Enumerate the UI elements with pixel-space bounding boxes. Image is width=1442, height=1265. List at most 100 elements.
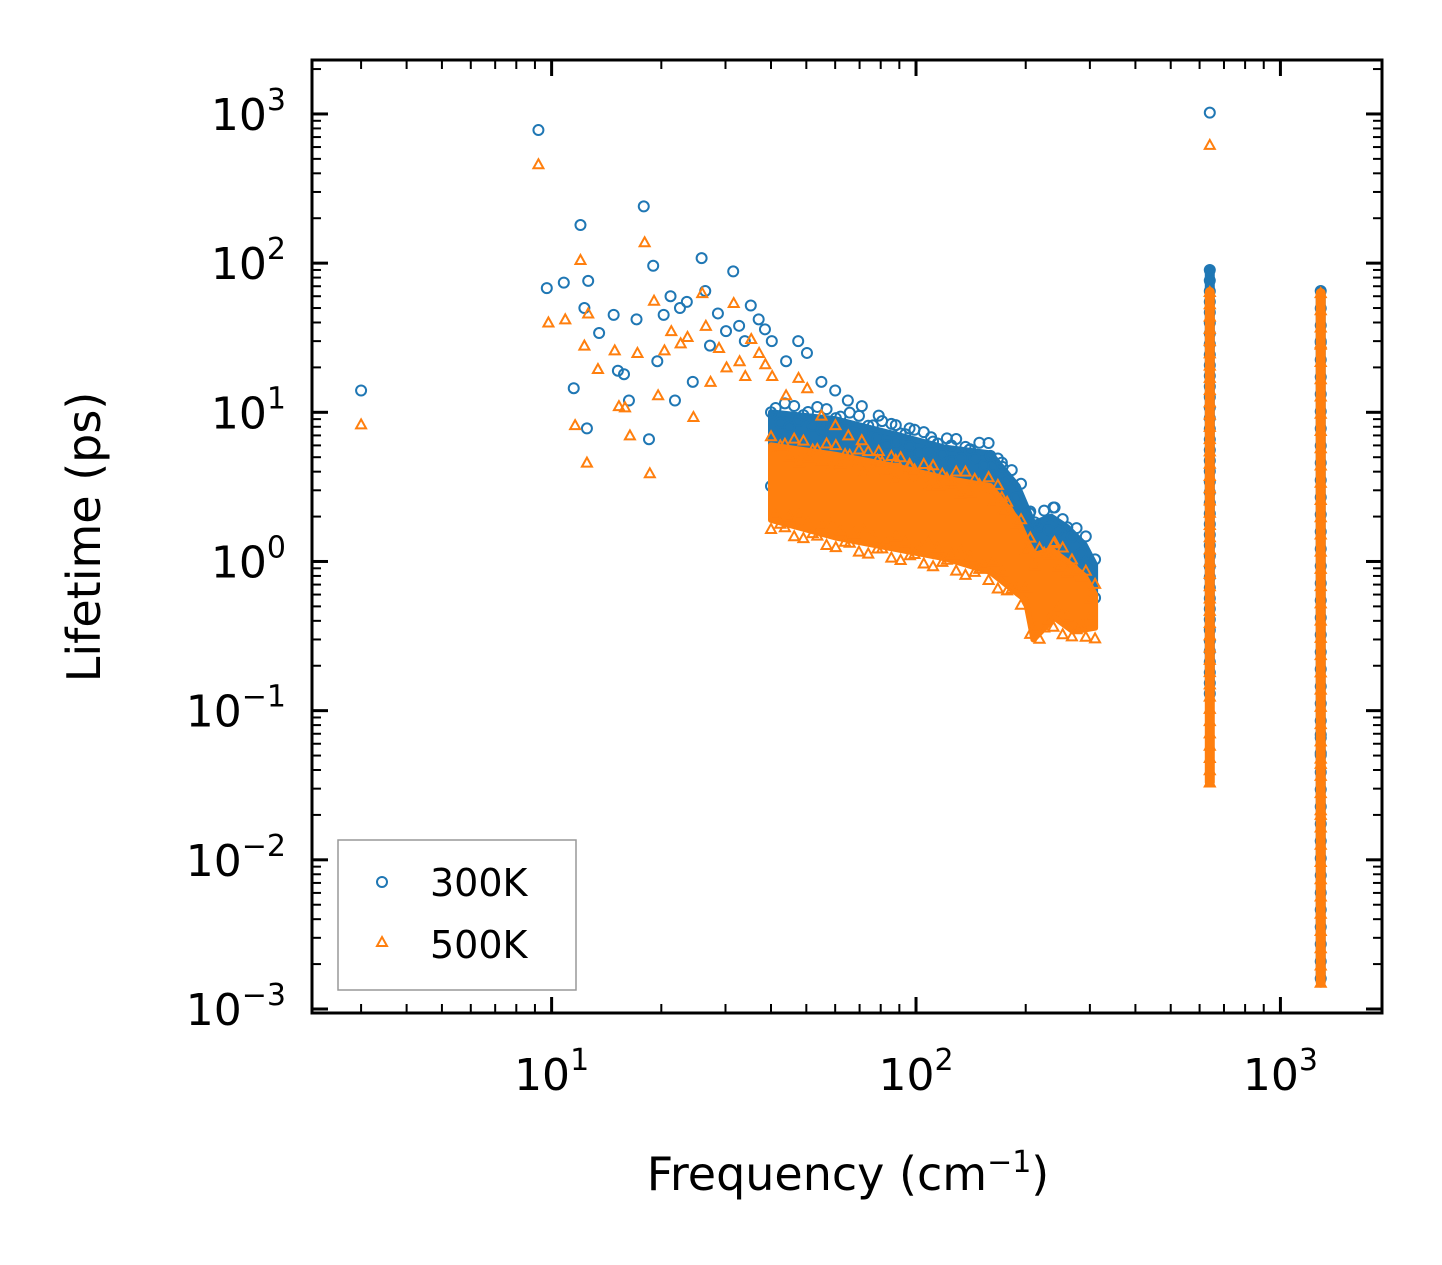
- point-300k: [673, 302, 686, 315]
- column-point: [1203, 603, 1217, 616]
- band-edge-point: [1079, 530, 1092, 543]
- band-edge-point: [889, 472, 903, 485]
- band-edge-point: [936, 448, 949, 461]
- column-point: [1203, 714, 1217, 727]
- band-edge-point: [963, 549, 977, 562]
- point-300k: [532, 124, 545, 137]
- column-point: [1314, 561, 1328, 574]
- point-500k: [541, 315, 556, 328]
- band-edge-point: [1074, 569, 1088, 582]
- band-edge-point: [880, 533, 894, 546]
- point-500k: [944, 473, 959, 486]
- band-edge-point: [917, 456, 931, 469]
- point-500k: [758, 357, 773, 370]
- point-300k: [780, 355, 793, 368]
- legend-marker-300k: [376, 876, 388, 888]
- point-500k: [791, 370, 806, 383]
- point-300k: [686, 375, 699, 388]
- band-edge-point: [935, 466, 950, 479]
- point-300k: [1048, 501, 1061, 514]
- column-point: [1314, 475, 1328, 488]
- band-edge-point: [1032, 540, 1047, 553]
- band-edge-point: [944, 547, 959, 560]
- y-tick-label: 101: [211, 381, 286, 439]
- band-edge-point: [1001, 473, 1014, 486]
- column-point: [1203, 701, 1217, 714]
- band-edge-point: [801, 515, 815, 528]
- band-edge-point: [898, 535, 912, 548]
- legend-marker-500k: [375, 934, 389, 947]
- band-500k: [768, 442, 1099, 643]
- column-point: [1314, 423, 1328, 436]
- column-point: [1203, 493, 1217, 506]
- point-300k: [758, 323, 771, 336]
- x-tick-label: 101: [514, 1043, 589, 1101]
- column-point: [1203, 432, 1217, 445]
- column-point: [1203, 334, 1217, 347]
- point-500k: [573, 252, 588, 265]
- point-300k: [889, 419, 902, 432]
- band-edge-point: [958, 567, 973, 580]
- point-300k: [1023, 507, 1036, 520]
- column-point: [1314, 510, 1328, 523]
- point-300k: [800, 346, 813, 359]
- x-tick-label: 103: [1243, 1043, 1318, 1101]
- point-300k: [574, 219, 587, 232]
- band-edge-point: [935, 554, 950, 567]
- band-edge-point: [856, 522, 871, 535]
- point-500k: [673, 336, 688, 349]
- point-300k: [580, 422, 593, 435]
- point-500k: [643, 466, 657, 479]
- column-point: [1203, 689, 1217, 702]
- band-edge-point: [792, 455, 806, 468]
- point-500k: [765, 368, 779, 382]
- scatter-points: [354, 124, 1062, 553]
- band-edge-point: [1010, 491, 1023, 504]
- band-edge-point: [1005, 464, 1018, 477]
- band-edge-point: [930, 540, 945, 553]
- column-point: [1314, 613, 1328, 626]
- band-edge-point: [1089, 553, 1102, 566]
- point-300k: [680, 295, 693, 308]
- column-point: [1203, 383, 1217, 396]
- band-edge-point: [852, 442, 866, 455]
- column-point: [1314, 286, 1328, 299]
- point-500k: [680, 329, 695, 342]
- legend: 300K 500K: [337, 839, 577, 991]
- point-500k: [699, 318, 713, 331]
- column-point: [1203, 677, 1217, 690]
- point-300k: [611, 364, 624, 377]
- band-edge-point: [884, 550, 899, 563]
- band-edge-point: [819, 436, 834, 449]
- column-outlier-point: [1203, 137, 1217, 150]
- band-edge-point: [769, 401, 782, 414]
- column-point: [1203, 579, 1217, 592]
- point-500k: [814, 408, 829, 421]
- band-edge-point: [773, 516, 787, 529]
- band-edge-point: [1060, 565, 1074, 578]
- band-edge-point: [824, 516, 838, 529]
- point-500k: [712, 340, 726, 353]
- point-300k: [664, 290, 677, 303]
- column-point: [1203, 542, 1217, 555]
- band-edge-point: [871, 432, 884, 445]
- column-point: [1203, 321, 1217, 334]
- point-300k: [607, 308, 620, 321]
- band-edge-point: [954, 452, 967, 465]
- point-300k: [578, 302, 591, 315]
- point-300k: [765, 335, 778, 348]
- band-edge-point: [1069, 563, 1084, 576]
- y-axis-title: Lifetime (ps): [57, 392, 111, 683]
- point-500k: [618, 400, 632, 413]
- band-edge-point: [782, 509, 797, 522]
- band-edge-point: [1014, 512, 1028, 525]
- column-point: [1203, 284, 1217, 298]
- y-tick-label: 10−2: [186, 829, 286, 887]
- column-point: [1314, 751, 1328, 764]
- band-edge-point: [991, 581, 1005, 594]
- band-edge-point: [783, 420, 796, 433]
- band-edge-point: [986, 554, 1000, 567]
- band-edge-point: [1028, 620, 1042, 633]
- column-point: [1203, 750, 1217, 763]
- column-point: [1314, 303, 1328, 316]
